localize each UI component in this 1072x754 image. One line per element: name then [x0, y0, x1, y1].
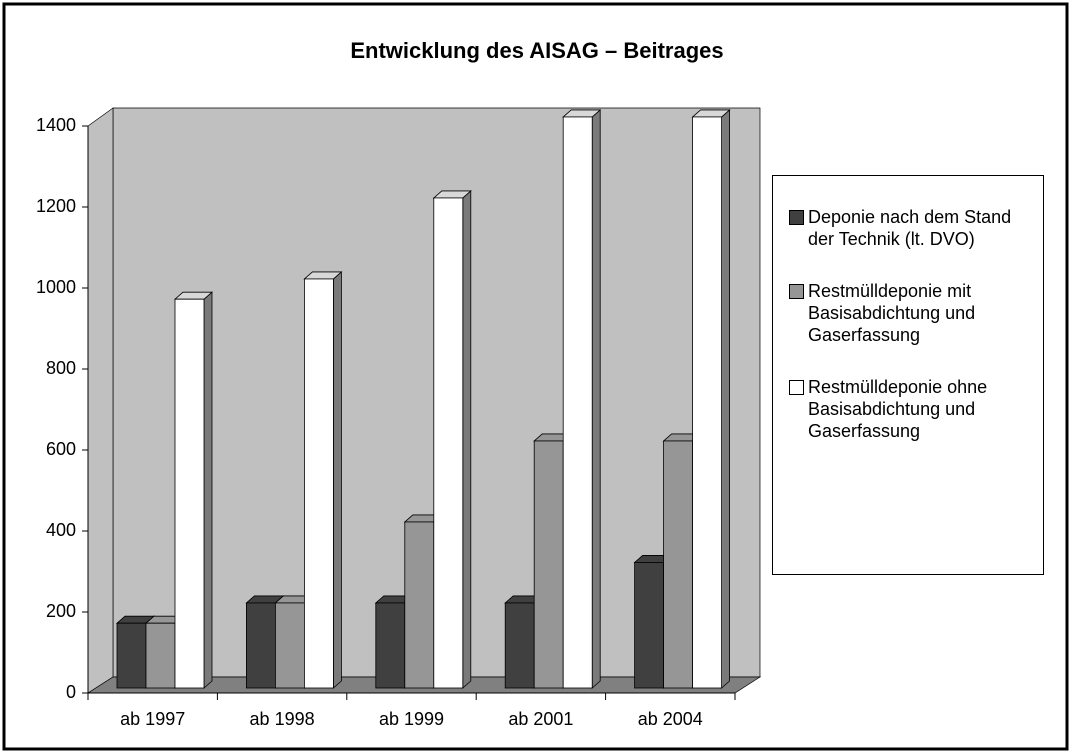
bar	[274, 602, 305, 689]
bar-side	[721, 109, 730, 689]
bar	[303, 278, 334, 689]
bar	[562, 116, 593, 689]
legend: Deponie nach dem Stand der Technik (lt. …	[772, 175, 1044, 575]
bar-side	[462, 190, 472, 689]
legend-swatch	[789, 380, 804, 395]
x-tick-label: ab 2004	[638, 709, 703, 729]
bar	[692, 116, 722, 689]
bar	[116, 622, 147, 689]
bar-side	[591, 109, 601, 689]
y-tick-label: 1400	[36, 115, 76, 135]
legend-label: Deponie nach dem Stand der Technik (lt. …	[808, 207, 1012, 249]
bar	[174, 298, 205, 689]
bar	[145, 622, 176, 689]
y-tick-label: 800	[46, 358, 76, 378]
bar-side	[332, 271, 342, 689]
legend-swatch	[789, 210, 804, 225]
bar	[634, 562, 664, 689]
legend-label: Restmülldeponie mit Basisabdichtung und …	[808, 281, 976, 345]
legend-entry: Restmülldeponie mit Basisabdichtung und …	[789, 280, 1035, 346]
y-tick-label: 600	[46, 439, 76, 459]
y-tick-label: 0	[66, 682, 76, 702]
bar	[375, 602, 406, 689]
x-tick-label: ab 1997	[120, 709, 185, 729]
bar	[433, 197, 464, 689]
x-tick-label: ab 2001	[508, 709, 573, 729]
bar-side	[203, 291, 213, 689]
y-tick-label: 200	[46, 601, 76, 621]
legend-entry: Deponie nach dem Stand der Technik (lt. …	[789, 206, 1035, 250]
bar	[504, 602, 535, 689]
legend-label: Restmülldeponie ohne Basisabdichtung und…	[808, 377, 988, 441]
x-tick-label: ab 1999	[379, 709, 444, 729]
bar	[245, 602, 276, 689]
side-wall	[87, 107, 114, 694]
bar	[533, 440, 564, 689]
legend-swatch	[789, 284, 804, 299]
bar	[663, 440, 693, 689]
x-tick-label: ab 1998	[250, 709, 315, 729]
y-tick-label: 400	[46, 520, 76, 540]
bar	[404, 521, 435, 689]
y-tick-label: 1200	[36, 196, 76, 216]
y-tick-label: 1000	[36, 277, 76, 297]
chart-title: Entwicklung des AISAG – Beitrages	[350, 38, 723, 63]
legend-entry: Restmülldeponie ohne Basisabdichtung und…	[789, 376, 1035, 442]
